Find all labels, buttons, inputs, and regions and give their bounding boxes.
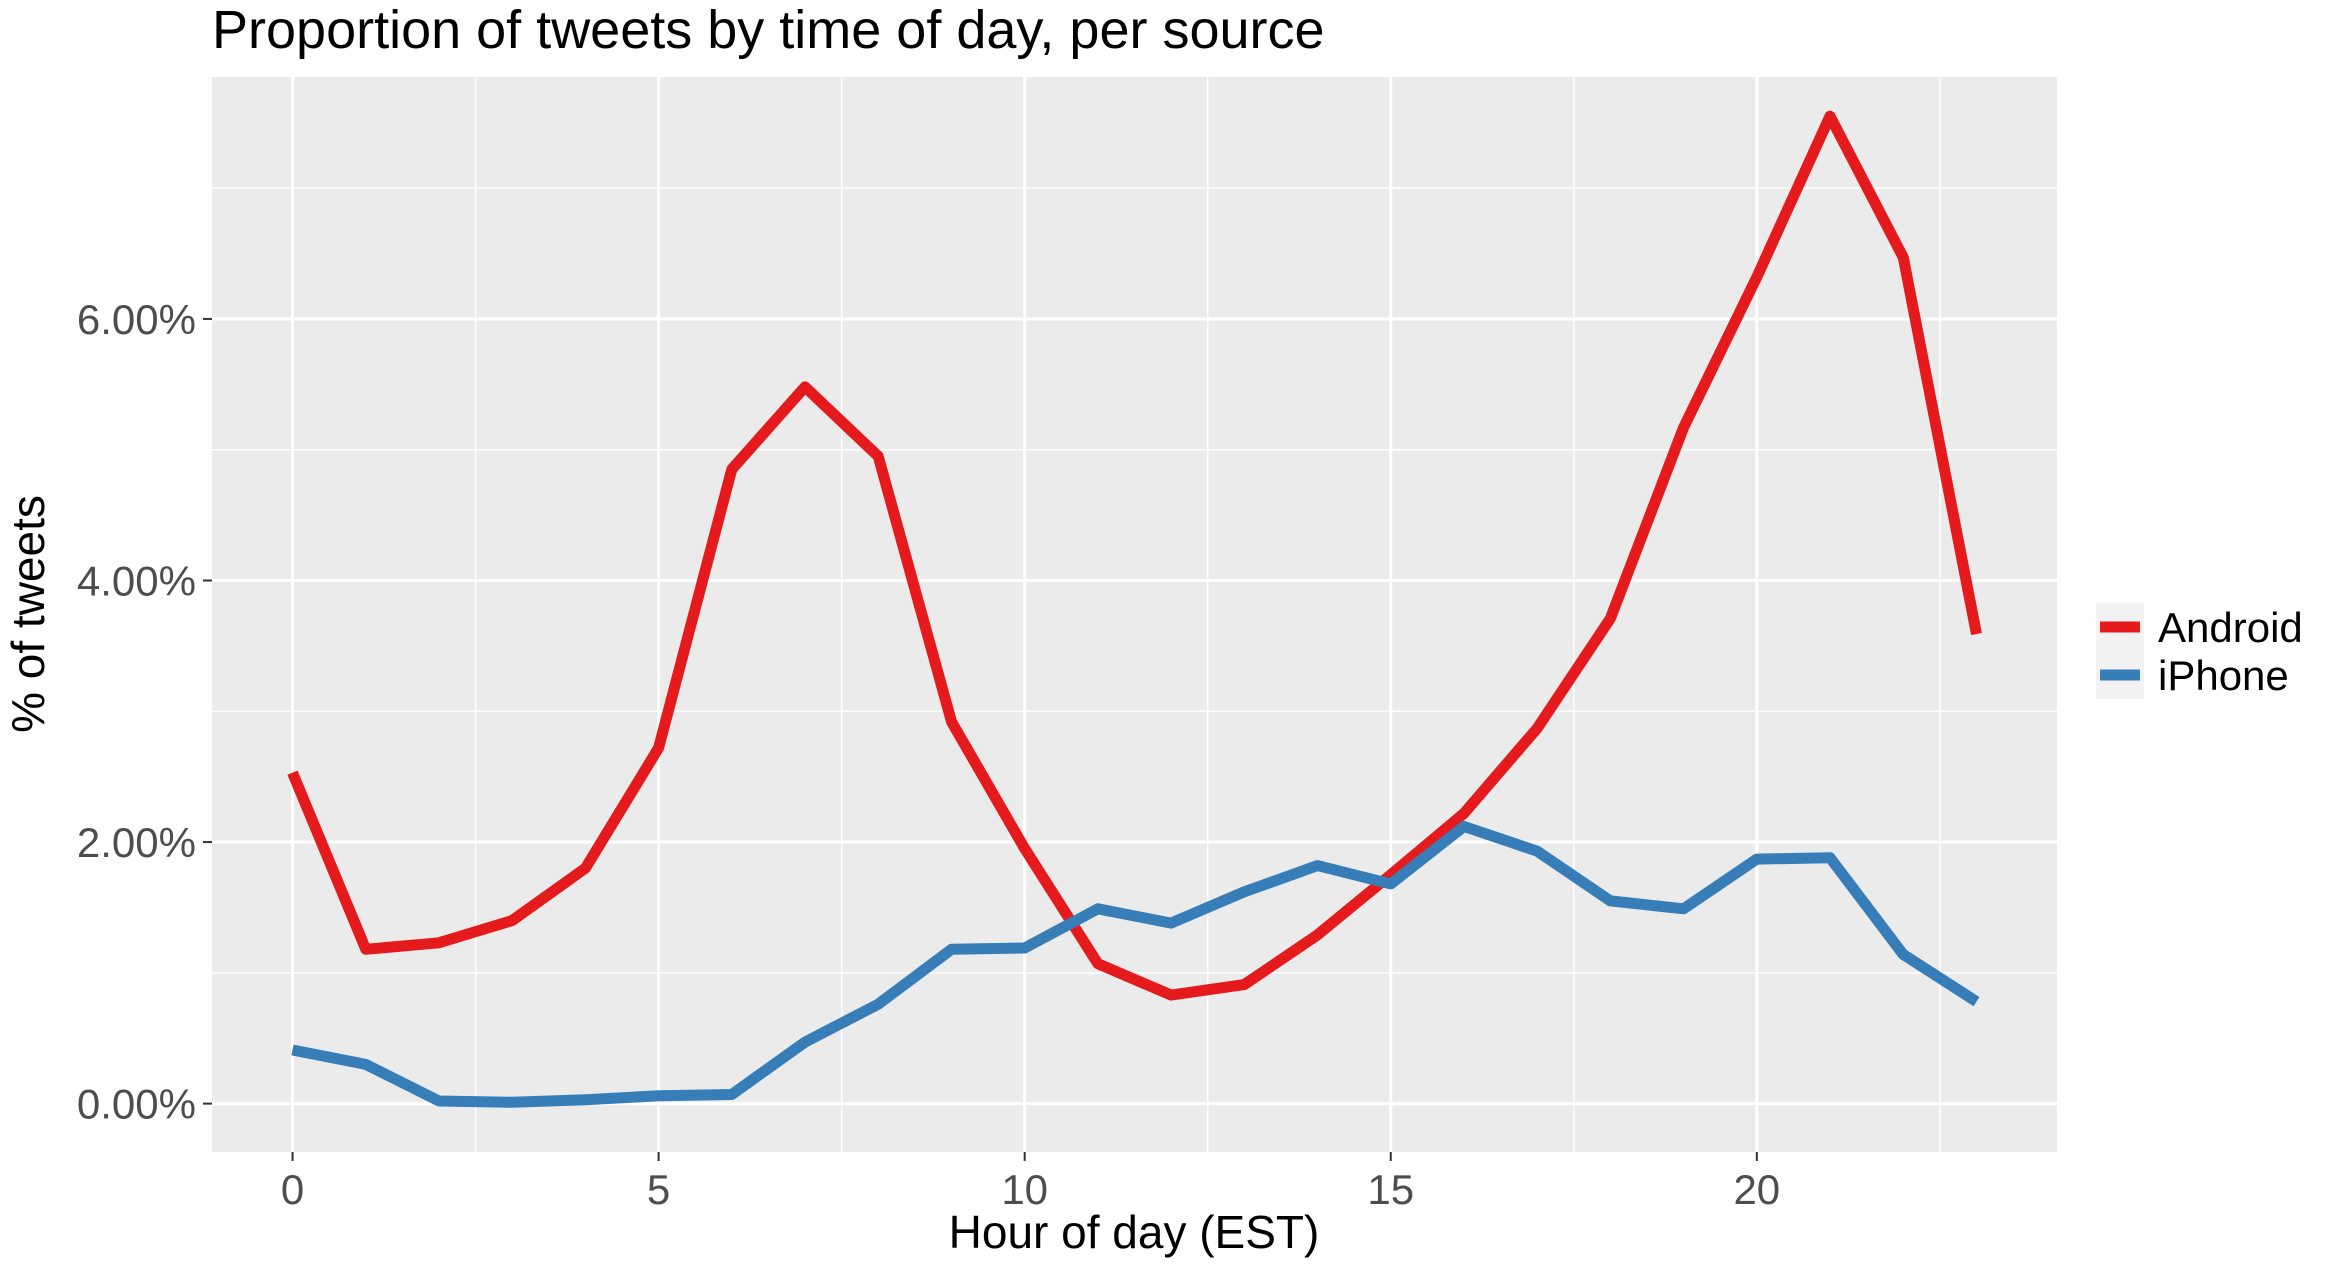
major-gridlines bbox=[212, 77, 2057, 1152]
y-axis-ticks: 0.00% 2.00% 4.00% 6.00% bbox=[77, 296, 212, 1128]
x-tick-label: 10 bbox=[1001, 1166, 1048, 1213]
y-tick-label: 2.00% bbox=[77, 819, 196, 866]
x-axis-title: Hour of day (EST) bbox=[949, 1206, 1320, 1258]
x-tick-label: 5 bbox=[647, 1166, 670, 1213]
y-tick-label: 6.00% bbox=[77, 296, 196, 343]
y-axis-title: % of tweets bbox=[2, 495, 54, 733]
legend-label-iphone: iPhone bbox=[2158, 652, 2289, 699]
minor-gridlines bbox=[212, 77, 2057, 1152]
y-tick-label: 4.00% bbox=[77, 557, 196, 604]
series-line-android bbox=[287, 110, 1982, 1001]
series-lines bbox=[287, 110, 1982, 1108]
y-tick-label: 0.00% bbox=[77, 1081, 196, 1128]
series-line-iphone bbox=[291, 820, 1980, 1108]
x-tick-label: 0 bbox=[281, 1166, 304, 1213]
legend-label-android: Android bbox=[2158, 604, 2303, 651]
chart-title: Proportion of tweets by time of day, per… bbox=[212, 0, 1325, 60]
x-tick-label: 15 bbox=[1367, 1166, 1414, 1213]
x-axis-ticks: 0 5 10 15 20 bbox=[281, 1152, 1780, 1213]
x-tick-label: 20 bbox=[1733, 1166, 1780, 1213]
